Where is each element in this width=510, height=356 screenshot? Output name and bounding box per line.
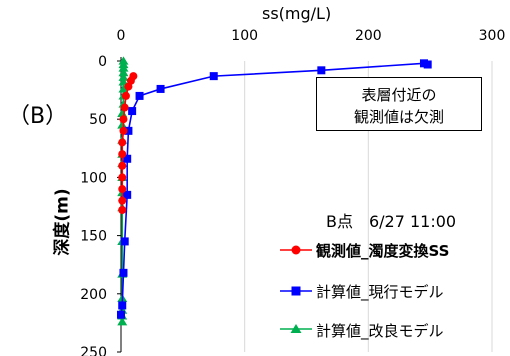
series-2-point-6: [118, 84, 129, 93]
x-tick-label-3: 300: [479, 28, 506, 44]
y-tick-label-0: 0: [98, 54, 107, 70]
annotation-box: 表層付近の 観測値は欠測: [316, 77, 482, 131]
series-2-point-9: [117, 108, 128, 117]
series-1-point-9: [123, 190, 132, 199]
series-0-point-3: [121, 91, 130, 100]
legend-marker-1: [291, 286, 301, 296]
x-tick-label-1: 100: [231, 28, 258, 44]
series-1-point-6: [128, 107, 137, 116]
series-0-point-5: [119, 115, 128, 124]
site-datetime-label: B点 6/27 11:00: [326, 212, 457, 231]
legend-marker-0: [291, 245, 301, 255]
series-0-point-11: [118, 185, 127, 194]
series-0-point-6: [119, 126, 128, 135]
series-0-point-7: [118, 138, 127, 147]
series-1-point-7: [124, 126, 133, 135]
y-tick-label-2: 100: [80, 170, 107, 186]
series-0-point-13: [118, 205, 127, 214]
series-0-point-2: [124, 82, 133, 91]
y-tick-label-1: 50: [89, 112, 107, 128]
x-tick-label-2: 200: [355, 28, 382, 44]
series-1-point-13: [117, 310, 125, 319]
series-1-point-4: [156, 84, 165, 93]
series-line-1: [120, 62, 428, 315]
legend-label-improved-model: 計算値_改良モデル: [316, 322, 444, 340]
series-1-point-8: [123, 154, 132, 163]
panel-label: （B）: [8, 104, 68, 129]
series-0-point-8: [118, 150, 127, 159]
series-2-point-22: [117, 317, 128, 326]
series-1-point-5: [135, 91, 144, 100]
x-axis-label: ss(mg/L): [262, 4, 332, 23]
series-0-point-4: [120, 103, 129, 112]
annotation-line-2: 観測値は欠測: [353, 108, 444, 126]
series-1-point-3: [209, 72, 218, 81]
y-tick-label-4: 200: [80, 287, 107, 303]
legend-marker-2: [290, 323, 302, 334]
series-1-point-12: [118, 301, 127, 310]
legend-label-observed: 観測値_濁度変換SS: [316, 242, 450, 260]
series-0-point-10: [118, 173, 127, 182]
y-axis-label: 深度(m): [52, 188, 73, 256]
series-2-point-4: [118, 72, 129, 81]
series-1-point-2: [317, 66, 326, 75]
series-0-point-9: [118, 161, 127, 170]
series-2-point-3: [118, 68, 129, 77]
y-tick-label-3: 150: [80, 229, 107, 245]
legend-label-current-model: 計算値_現行モデル: [316, 283, 444, 301]
series-2-point-10: [117, 120, 128, 129]
annotation-line-1: 表層付近の: [361, 86, 437, 104]
y-tick-label-5: 250: [80, 345, 107, 356]
series-1-point-10: [120, 237, 129, 246]
series-0-point-12: [118, 196, 127, 205]
series-1-point-11: [119, 268, 128, 277]
x-tick-label-0: 0: [117, 28, 126, 44]
series-1-point-1: [419, 59, 428, 68]
series-2-point-2: [118, 63, 129, 72]
